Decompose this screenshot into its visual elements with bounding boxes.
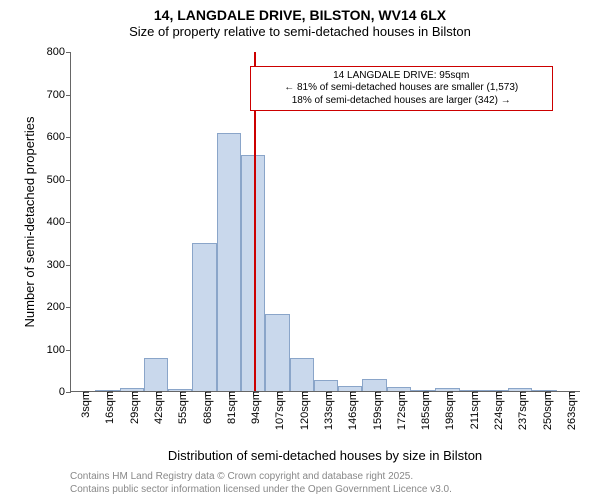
x-axis-label: Distribution of semi-detached houses by … xyxy=(70,448,580,463)
x-tick-label: 185sqm xyxy=(414,391,432,430)
callout-box: 14 LANGDALE DRIVE: 95sqm← 81% of semi-de… xyxy=(250,66,553,112)
y-tick-mark xyxy=(66,137,71,138)
x-tick-label: 16sqm xyxy=(98,391,116,424)
x-tick-label: 211sqm xyxy=(463,391,481,429)
x-tick-label: 120sqm xyxy=(293,391,311,430)
x-tick-label: 159sqm xyxy=(366,391,384,430)
x-tick-label: 133sqm xyxy=(317,391,335,430)
histogram-bar xyxy=(290,358,314,391)
x-tick-label: 29sqm xyxy=(123,391,141,424)
x-tick-label: 55sqm xyxy=(171,391,189,424)
x-tick-label: 263sqm xyxy=(560,391,578,430)
y-tick-mark xyxy=(66,307,71,308)
y-tick-mark xyxy=(66,350,71,351)
x-tick-label: 250sqm xyxy=(536,391,554,430)
y-axis-label: Number of semi-detached properties xyxy=(22,117,37,328)
y-tick-mark xyxy=(66,180,71,181)
histogram-bar xyxy=(192,243,216,391)
chart-area: 01002003004005006007008003sqm16sqm29sqm4… xyxy=(0,0,600,500)
callout-line: 18% of semi-detached houses are larger (… xyxy=(255,95,548,108)
x-tick-label: 146sqm xyxy=(341,391,359,430)
footer-line-2: Contains public sector information licen… xyxy=(70,483,452,496)
histogram-bar xyxy=(265,314,289,391)
x-tick-label: 81sqm xyxy=(220,391,238,424)
y-tick-mark xyxy=(66,392,71,393)
x-tick-label: 224sqm xyxy=(487,391,505,430)
histogram-bar xyxy=(314,380,338,391)
y-tick-mark xyxy=(66,95,71,96)
histogram-bar xyxy=(144,358,168,391)
y-tick-mark xyxy=(66,52,71,53)
callout-line: 14 LANGDALE DRIVE: 95sqm xyxy=(255,70,548,83)
callout-line: ← 81% of semi-detached houses are smalle… xyxy=(255,82,548,95)
x-tick-label: 107sqm xyxy=(268,391,286,430)
histogram-bar xyxy=(362,379,386,391)
x-tick-label: 237sqm xyxy=(511,391,529,430)
y-tick-mark xyxy=(66,222,71,223)
x-tick-label: 68sqm xyxy=(196,391,214,424)
plot-region: 01002003004005006007008003sqm16sqm29sqm4… xyxy=(70,52,580,392)
x-tick-label: 198sqm xyxy=(438,391,456,430)
footer-line-1: Contains HM Land Registry data © Crown c… xyxy=(70,470,452,483)
histogram-bar xyxy=(217,133,241,391)
x-tick-label: 94sqm xyxy=(244,391,262,424)
x-tick-label: 42sqm xyxy=(147,391,165,424)
x-tick-label: 3sqm xyxy=(74,391,92,418)
y-tick-mark xyxy=(66,265,71,266)
footer-attribution: Contains HM Land Registry data © Crown c… xyxy=(70,470,452,496)
x-tick-label: 172sqm xyxy=(390,391,408,430)
